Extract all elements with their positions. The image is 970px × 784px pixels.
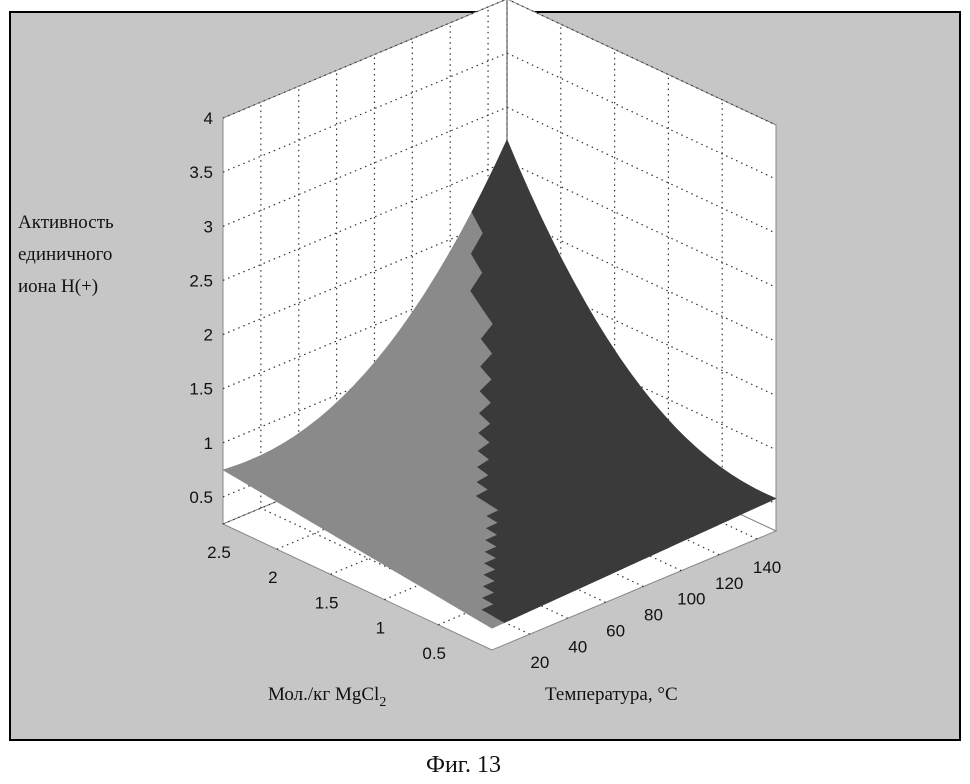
x-tick-label-2: 1.5 <box>315 593 339 612</box>
y-tick-label-1: 40 <box>568 637 587 656</box>
z-tick-label-7: 4 <box>204 109 213 128</box>
x-tick-label-0: 0.5 <box>422 644 446 663</box>
y-tick-label-0: 20 <box>530 653 549 672</box>
z-tick-label-6: 3.5 <box>189 163 213 182</box>
z-tick-label-5: 3 <box>204 217 213 236</box>
z-tick-label-2: 1.5 <box>189 380 213 399</box>
y-tick-label-5: 120 <box>715 574 743 593</box>
y-tick-label-3: 80 <box>644 606 663 625</box>
z-axis-title-line-2: единичного <box>18 244 112 265</box>
x-tick-label-1: 1 <box>376 619 385 638</box>
x-tick-label-4: 2.5 <box>207 543 231 562</box>
z-axis-title-line-3: иона H(+) <box>18 276 98 297</box>
z-tick-label-3: 2 <box>204 326 213 345</box>
z-tick-label-4: 2.5 <box>189 271 213 290</box>
z-tick-label-1: 1 <box>204 434 213 453</box>
y-axis-title: Температура, °C <box>545 684 678 705</box>
y-tick-label-4: 100 <box>677 590 705 609</box>
y-tick-label-6: 140 <box>753 558 781 577</box>
z-tick-label-0: 0.5 <box>189 488 213 507</box>
z-axis-title-line-1: Активность <box>18 212 114 233</box>
figure-caption: Фиг. 13 <box>426 752 501 778</box>
x-tick-label-3: 2 <box>268 568 277 587</box>
y-tick-label-2: 60 <box>606 621 625 640</box>
